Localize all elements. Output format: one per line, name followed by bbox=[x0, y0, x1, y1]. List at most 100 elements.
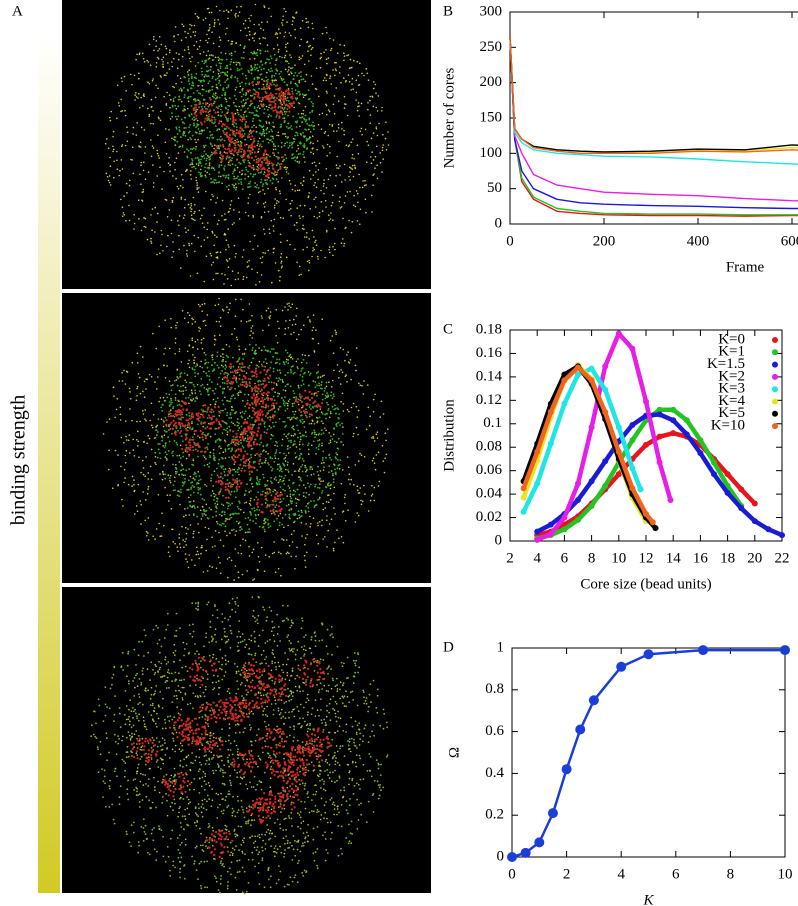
particle bbox=[201, 366, 204, 369]
particle bbox=[175, 464, 177, 466]
particle bbox=[263, 233, 266, 235]
particle bbox=[336, 167, 338, 169]
particle bbox=[161, 439, 164, 442]
particle bbox=[275, 440, 277, 443]
particle bbox=[272, 402, 275, 405]
particle bbox=[193, 124, 195, 127]
particle bbox=[277, 320, 279, 323]
particle bbox=[222, 451, 225, 454]
particle bbox=[305, 414, 307, 417]
particle bbox=[318, 162, 321, 165]
particle bbox=[256, 184, 259, 186]
particle bbox=[334, 68, 337, 70]
particle bbox=[268, 167, 270, 169]
particle bbox=[149, 465, 152, 468]
particle bbox=[251, 314, 253, 317]
particle bbox=[315, 447, 318, 449]
particle bbox=[291, 67, 293, 69]
particle bbox=[150, 155, 153, 158]
particle bbox=[269, 155, 271, 158]
particle bbox=[285, 424, 287, 427]
particle bbox=[188, 402, 190, 405]
particle bbox=[246, 434, 249, 437]
particle bbox=[117, 102, 120, 104]
particle bbox=[353, 484, 355, 486]
particle bbox=[243, 152, 246, 155]
particle bbox=[284, 104, 287, 107]
particle bbox=[290, 56, 293, 59]
particle bbox=[176, 118, 178, 120]
particle bbox=[157, 368, 160, 370]
particle bbox=[157, 87, 159, 90]
particle bbox=[251, 325, 254, 327]
particle bbox=[120, 110, 122, 113]
particle bbox=[240, 95, 243, 98]
particle bbox=[273, 53, 276, 56]
particle bbox=[242, 366, 245, 369]
particle bbox=[232, 121, 235, 124]
particle bbox=[314, 241, 316, 243]
particle bbox=[271, 140, 274, 143]
particle bbox=[372, 435, 374, 438]
particle bbox=[278, 393, 281, 395]
particle bbox=[187, 74, 190, 77]
particle bbox=[262, 29, 265, 31]
particle bbox=[146, 442, 148, 445]
particle bbox=[239, 85, 242, 88]
particle bbox=[224, 448, 227, 451]
particle bbox=[308, 374, 311, 376]
particle bbox=[252, 548, 255, 551]
particle bbox=[279, 512, 282, 515]
particle bbox=[339, 347, 342, 349]
particle bbox=[235, 252, 237, 255]
particle bbox=[178, 224, 180, 227]
particle bbox=[267, 78, 269, 81]
particle bbox=[121, 372, 123, 374]
particle bbox=[282, 108, 285, 111]
particle bbox=[197, 164, 200, 167]
particle bbox=[291, 199, 293, 202]
particle bbox=[279, 55, 281, 58]
particle bbox=[294, 64, 296, 66]
particle bbox=[198, 187, 200, 189]
particle bbox=[197, 471, 199, 473]
particle bbox=[120, 465, 122, 468]
particle bbox=[275, 173, 278, 176]
particle bbox=[243, 353, 246, 356]
particle bbox=[230, 58, 233, 61]
particle bbox=[303, 228, 305, 230]
particle bbox=[207, 394, 210, 396]
particle bbox=[264, 483, 266, 486]
particle bbox=[207, 91, 210, 93]
particle bbox=[208, 104, 211, 106]
particle bbox=[290, 371, 292, 374]
particle bbox=[192, 147, 195, 150]
particle bbox=[215, 145, 218, 148]
particle bbox=[307, 506, 310, 509]
particle bbox=[343, 95, 346, 98]
particle bbox=[248, 491, 250, 493]
particle bbox=[208, 465, 210, 468]
particle bbox=[292, 157, 295, 160]
particle bbox=[211, 122, 214, 124]
particle bbox=[363, 484, 365, 487]
particle bbox=[194, 392, 197, 394]
particle bbox=[285, 43, 287, 46]
particle bbox=[185, 544, 187, 546]
particle bbox=[162, 250, 164, 252]
particle bbox=[295, 315, 298, 317]
particle bbox=[236, 166, 239, 169]
particle bbox=[252, 159, 256, 162]
particle bbox=[265, 415, 267, 417]
particle bbox=[280, 77, 283, 80]
particle bbox=[322, 450, 325, 453]
particle bbox=[339, 459, 342, 461]
particle bbox=[148, 43, 151, 46]
particle bbox=[317, 542, 320, 545]
particle bbox=[331, 124, 334, 126]
particle bbox=[257, 93, 260, 96]
particle bbox=[191, 158, 193, 160]
particle bbox=[266, 50, 269, 53]
particle bbox=[357, 74, 360, 77]
particle bbox=[251, 485, 254, 488]
